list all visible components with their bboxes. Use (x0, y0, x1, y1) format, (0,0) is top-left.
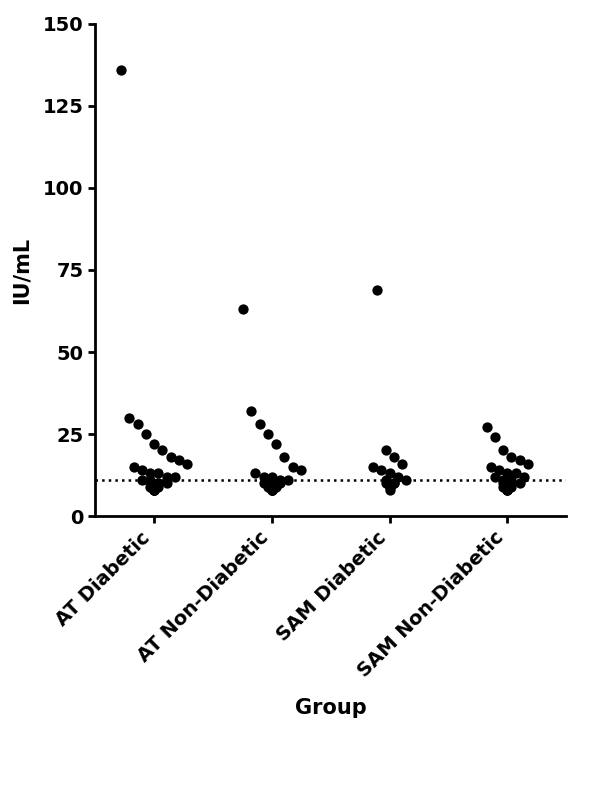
Point (498, 444, 508, 457)
Point (393, 470, 403, 483)
Point (498, 474, 508, 487)
Point (271, 480, 281, 493)
Point (251, 467, 260, 480)
Point (502, 484, 512, 496)
Point (507, 451, 516, 464)
Point (150, 437, 159, 450)
Point (381, 474, 390, 487)
Point (507, 480, 516, 493)
Point (271, 437, 281, 450)
Point (288, 461, 297, 473)
Point (498, 477, 508, 490)
Point (502, 480, 512, 493)
Point (137, 474, 147, 487)
Point (162, 470, 171, 483)
Point (154, 477, 163, 490)
Point (498, 480, 508, 493)
Point (129, 461, 138, 473)
Point (381, 477, 390, 490)
Point (385, 484, 395, 496)
Point (150, 484, 159, 496)
Point (389, 451, 399, 464)
Point (389, 477, 399, 490)
Point (385, 480, 395, 493)
Point (502, 467, 512, 480)
Point (372, 283, 382, 296)
Point (154, 480, 163, 493)
X-axis label: Group: Group (295, 698, 367, 718)
Point (486, 461, 496, 473)
Point (125, 411, 134, 424)
Point (150, 480, 159, 493)
Point (158, 444, 167, 457)
Point (494, 464, 504, 476)
Point (275, 477, 285, 490)
Point (267, 477, 277, 490)
Point (507, 477, 516, 490)
Point (280, 451, 289, 464)
Point (255, 418, 265, 430)
Point (385, 480, 395, 493)
Point (238, 303, 248, 316)
Point (381, 444, 390, 457)
Point (385, 480, 395, 493)
Point (150, 484, 159, 496)
Point (507, 474, 516, 487)
Point (259, 470, 268, 483)
Point (511, 467, 520, 480)
Point (166, 451, 175, 464)
Point (296, 464, 306, 476)
Point (377, 464, 386, 476)
Point (284, 474, 293, 487)
Point (267, 484, 277, 496)
Point (368, 461, 378, 473)
Point (491, 431, 500, 444)
Point (133, 418, 142, 430)
Point (154, 467, 163, 480)
Point (267, 484, 277, 496)
Point (397, 457, 406, 470)
Point (263, 480, 272, 493)
Point (523, 457, 533, 470)
Point (515, 477, 524, 490)
Point (491, 470, 500, 483)
Point (267, 470, 277, 483)
Point (116, 64, 126, 76)
Point (137, 464, 147, 476)
Point (150, 484, 159, 496)
Point (174, 454, 184, 467)
Point (154, 477, 163, 490)
Point (389, 477, 399, 490)
Point (502, 484, 512, 496)
Point (482, 421, 492, 434)
Point (141, 428, 151, 441)
Point (145, 474, 155, 487)
Point (150, 480, 159, 493)
Point (150, 484, 159, 496)
Point (267, 484, 277, 496)
Point (170, 470, 179, 483)
Point (519, 470, 529, 483)
Point (247, 405, 256, 418)
Point (145, 467, 155, 480)
Point (263, 428, 272, 441)
Point (267, 484, 277, 496)
Point (401, 474, 411, 487)
Point (145, 480, 155, 493)
Point (502, 484, 512, 496)
Point (145, 477, 155, 490)
Point (385, 467, 395, 480)
Point (150, 484, 159, 496)
Point (259, 477, 268, 490)
Point (275, 474, 285, 487)
Point (267, 480, 277, 493)
Point (267, 484, 277, 496)
Point (515, 454, 524, 467)
Y-axis label: IU/mL: IU/mL (11, 237, 32, 303)
Point (182, 457, 192, 470)
Point (162, 477, 171, 490)
